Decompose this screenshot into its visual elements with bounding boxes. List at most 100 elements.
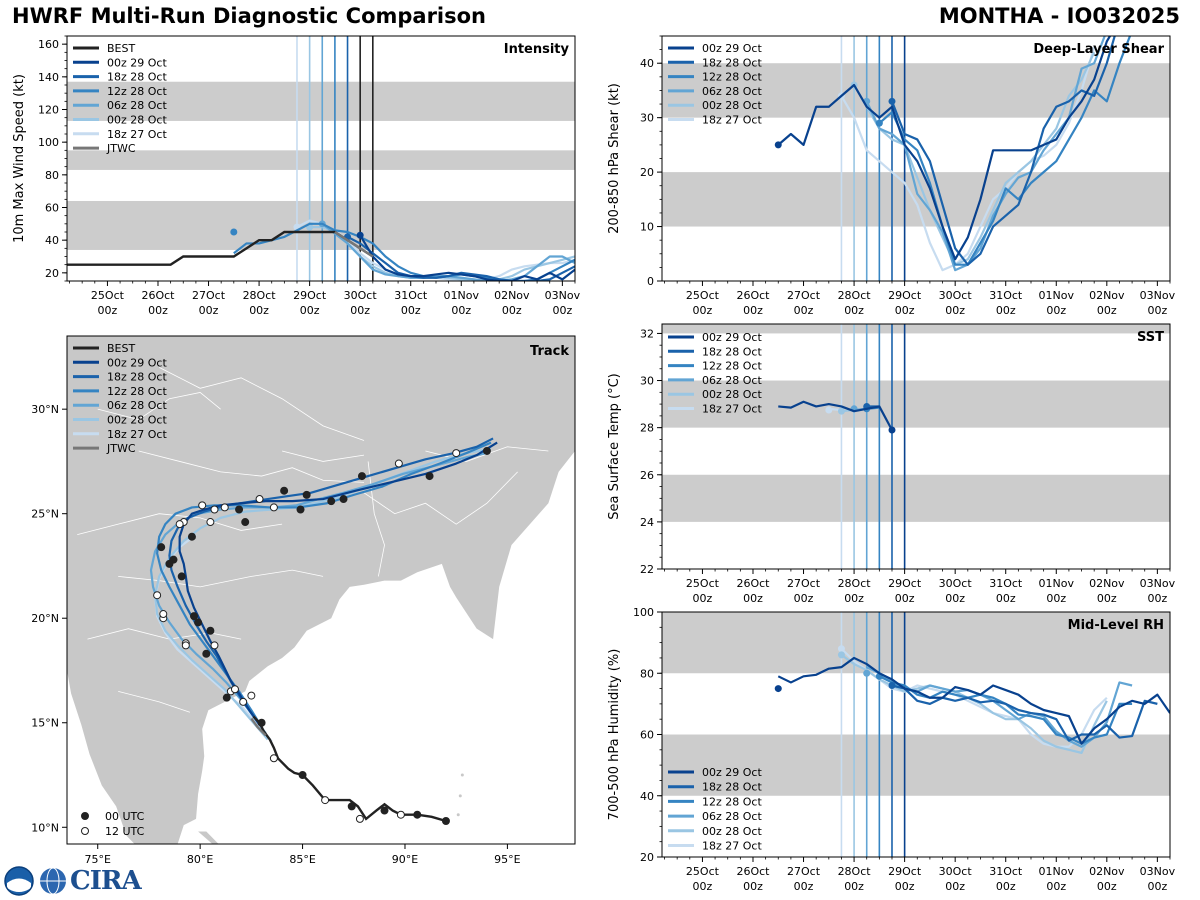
rh-xtick-hour-5: 00z [945, 880, 965, 893]
track-island-0 [460, 773, 464, 777]
track-series-0-marker-5 [425, 472, 434, 481]
sst-frame [661, 323, 1171, 570]
rh-xtick-date-3: 28Oct [838, 865, 872, 878]
intensity-xtick-hour-2: 00z [199, 304, 219, 317]
shear-xtick-date-7: 01Nov [1039, 289, 1075, 302]
shear-band-0 [662, 172, 1170, 227]
sst-xtick-date-9: 03Nov [1140, 577, 1176, 590]
shear-panel-title: Deep-Layer Shear [1033, 42, 1164, 57]
track-series-4-marker-3 [165, 559, 174, 568]
shear-ytick-label-3: 30 [640, 112, 654, 125]
track-ytick-label-3: 25°N [31, 508, 59, 521]
track-series-4-marker-1 [210, 641, 219, 650]
track-series-1-marker-4 [210, 505, 219, 514]
shear-legend-label-2: 12z 28 Oct [702, 71, 762, 84]
track-border-6 [363, 471, 518, 525]
intensity-legend-label-0: BEST [107, 42, 135, 55]
track-xtick-label-1: 80°E [187, 853, 213, 866]
intensity-plot-area [67, 36, 575, 281]
rh-legend-label-4: 00z 28 Oct [702, 825, 762, 838]
track-series-3 [149, 451, 488, 734]
intensity-series-3 [321, 222, 575, 281]
intensity-band-2 [67, 81, 575, 121]
track-frame [66, 335, 576, 845]
intensity-xtick-hour-9: 00z [552, 304, 572, 317]
track-series-1-marker-1 [190, 612, 198, 621]
intensity-legend-label-5: 00z 28 Oct [107, 114, 167, 127]
intensity-legend-label-7: JTWC [106, 142, 136, 155]
rh-xtick-hour-9: 00z [1147, 880, 1167, 893]
sst-series-0-marker [888, 426, 896, 434]
track-best-marker-5 [347, 802, 356, 811]
shear-xtick-date-6: 31Oct [989, 289, 1023, 302]
track-series-1-marker-0 [222, 693, 231, 702]
rh-series-0-marker [774, 685, 782, 693]
track-marker-legend-00utc-dot [81, 812, 89, 820]
intensity-xtick-date-2: 27Oct [192, 289, 226, 302]
sst-xtick-date-2: 27Oct [787, 577, 821, 590]
shear-xtick-hour-5: 00z [945, 304, 965, 317]
track-series-2 [156, 441, 492, 728]
sst-legend-label-4: 00z 28 Oct [702, 388, 762, 401]
track-best-marker-8 [269, 754, 278, 763]
track-best-line [252, 715, 447, 823]
track-best-marker-7 [298, 771, 307, 780]
shear-ytick-label-0: 0 [647, 275, 654, 288]
intensity-xtick-hour-5: 00z [350, 304, 370, 317]
sst-xtick-date-1: 26Oct [736, 577, 770, 590]
track-legend-label-0: BEST [107, 342, 135, 355]
track-xtick-label-3: 90°E [392, 853, 418, 866]
shear-xtick-hour-1: 00z [743, 304, 763, 317]
track-marker-legend-00utc: 00 UTC [105, 810, 145, 823]
rh-panel-title: Mid-Level RH [1068, 618, 1164, 633]
track-legend-label-1: 00z 29 Oct [107, 356, 167, 369]
cira-logo-text: CIRA [70, 866, 142, 896]
shear-legend-label-0: 00z 29 Oct [702, 42, 762, 55]
shear-series-2 [878, 36, 1132, 266]
rh-xtick-date-9: 03Nov [1140, 865, 1176, 878]
track-series-2-marker-3 [198, 501, 207, 510]
intensity-series-0 [359, 234, 575, 281]
track-island-2 [456, 813, 460, 817]
sst-xtick-date-8: 02Nov [1089, 577, 1125, 590]
rh-ytick-label-3: 80 [640, 667, 654, 680]
shear-xtick-hour-4: 00z [895, 304, 915, 317]
shear-xtick-hour-0: 00z [693, 304, 713, 317]
track-border-0 [97, 392, 221, 421]
track-best-marker-3 [380, 806, 389, 815]
intensity-xtick-date-1: 26Oct [141, 289, 175, 302]
rh-series-1 [891, 684, 1158, 742]
rh-xtick-hour-4: 00z [895, 880, 915, 893]
sst-xtick-date-3: 28Oct [838, 577, 872, 590]
track-series-4-marker-4 [206, 518, 215, 527]
shear-series-5 [840, 46, 1096, 272]
intensity-panel-title: Intensity [504, 42, 570, 57]
rh-xtick-date-8: 02Nov [1089, 865, 1125, 878]
sst-xtick-hour-1: 00z [743, 592, 763, 605]
sst-series-4-marker [837, 407, 845, 415]
sst-ytick-label-0: 22 [640, 563, 654, 576]
track-xtick-label-4: 95°E [494, 853, 520, 866]
shear-legend-label-3: 06z 28 Oct [702, 85, 762, 98]
shear-legend-label-5: 18z 27 Oct [702, 114, 762, 127]
track-best-marker-0 [441, 817, 450, 826]
track-series-1-marker-5 [255, 495, 264, 504]
shear-ytick-label-1: 10 [640, 221, 654, 234]
intensity-ytick-label-5: 120 [38, 104, 59, 117]
track-border-1 [138, 450, 365, 483]
intensity-legend-label-6: 18z 27 Oct [107, 128, 167, 141]
track-series-0-marker-7 [202, 649, 211, 658]
intensity-ytick-label-0: 20 [45, 267, 59, 280]
rh-legend-label-0: 00z 29 Oct [702, 766, 762, 779]
cira-globe-icon [40, 867, 66, 895]
track-series-0-marker-8 [177, 572, 186, 581]
storm-identifier: MONTHA - IO032025 [938, 4, 1180, 28]
shear-xtick-hour-9: 00z [1147, 304, 1167, 317]
rh-series-5 [840, 647, 1108, 748]
rh-legend-label-5: 18z 27 Oct [702, 840, 762, 853]
rh-xtick-hour-8: 00z [1097, 880, 1117, 893]
shear-xtick-date-1: 26Oct [736, 289, 770, 302]
intensity-legend-label-1: 00z 29 Oct [107, 56, 167, 69]
track-series-0-marker-0 [206, 626, 215, 635]
